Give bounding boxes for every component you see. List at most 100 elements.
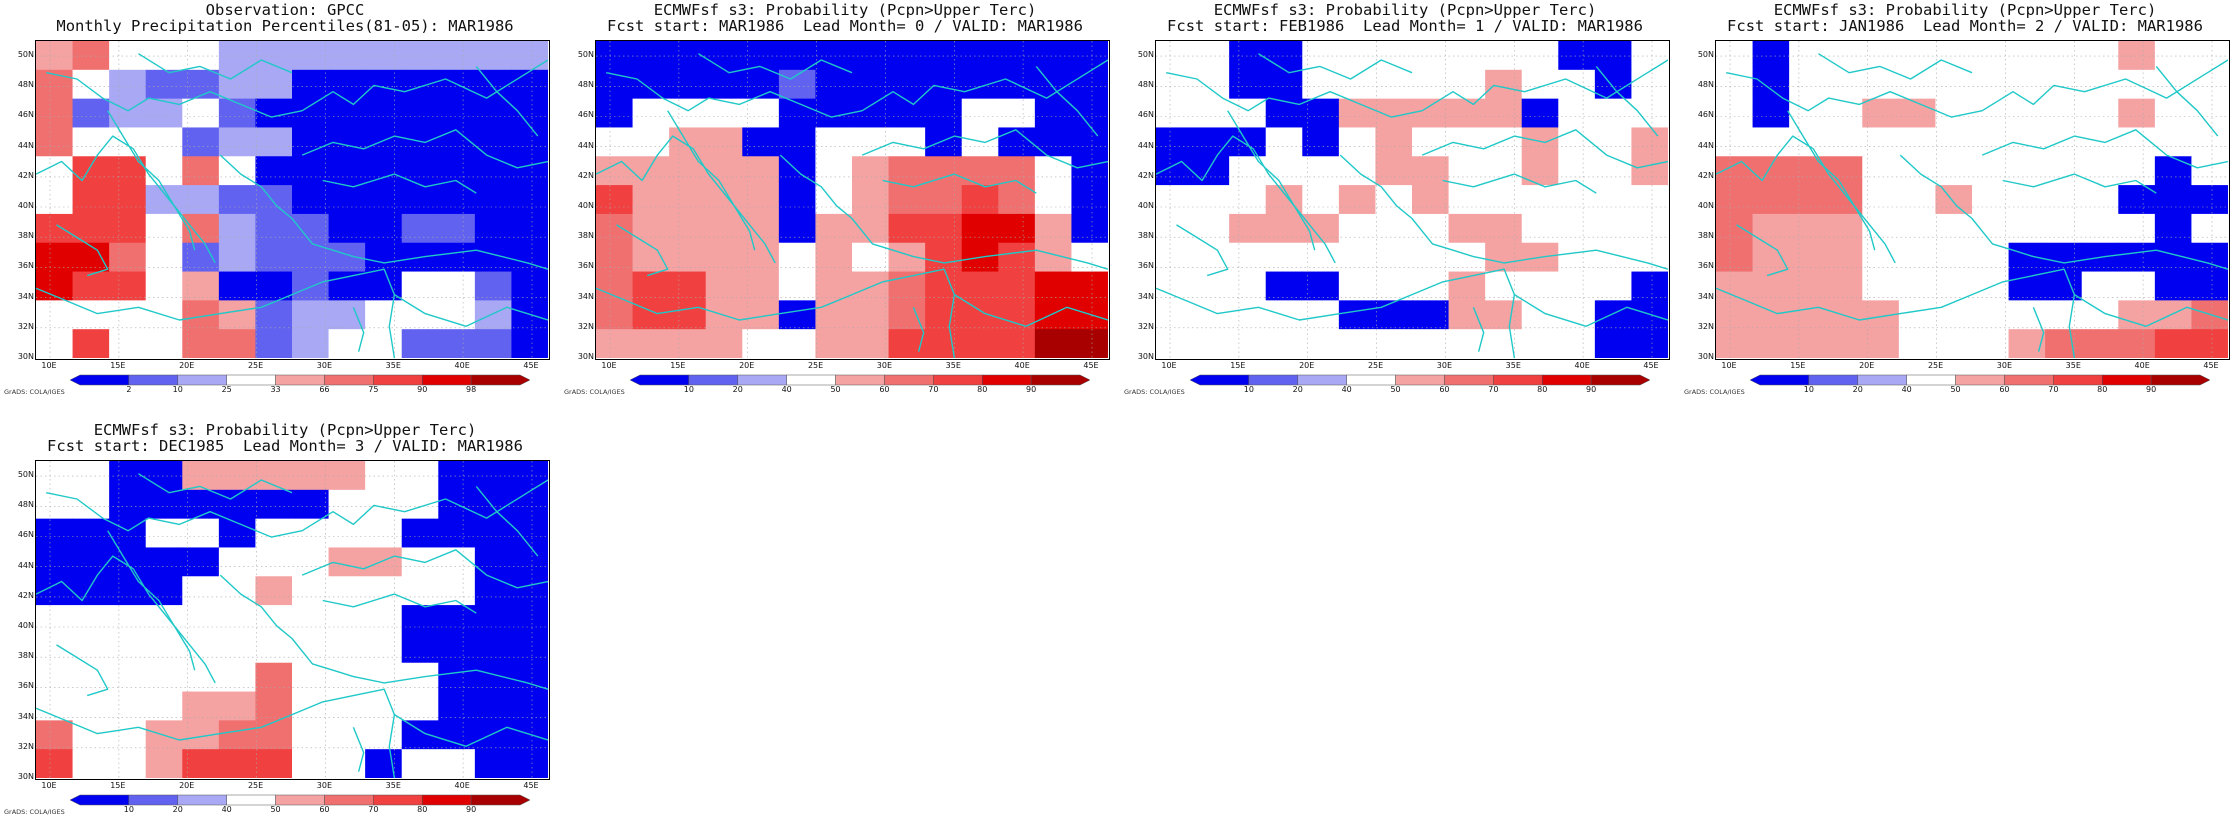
colorbar [70, 374, 530, 386]
grid-cell [1229, 329, 1267, 358]
grid-cell [511, 576, 548, 606]
lon-tick-label: 30E [1996, 361, 2013, 370]
grid-cell [1558, 213, 1596, 244]
coastline [2002, 173, 2157, 194]
grid-cell [292, 98, 330, 128]
grid-cell [2154, 271, 2192, 301]
grid-cell [2118, 127, 2156, 157]
grid-cell [1594, 127, 1632, 157]
grid-cell [1192, 271, 1230, 301]
grid-cell [815, 127, 853, 157]
grid-cell [1229, 300, 1267, 330]
colorbar-label: 90 [1586, 385, 1597, 394]
colorbar-segment [1590, 374, 1650, 386]
lat-tick-label: 48N [17, 80, 34, 90]
grid-cell [925, 41, 963, 71]
grid-cell [2191, 98, 2228, 128]
grads-credit: GrADS: COLA/IGES [1684, 388, 1745, 396]
grid-cell [182, 749, 220, 778]
grid-cell [669, 300, 707, 330]
grid-cell [669, 127, 707, 157]
lon-tick-label: 35E [385, 781, 401, 790]
grid-cell [2118, 98, 2156, 128]
lon-tick-label: 40E [454, 361, 470, 370]
grid-cell [998, 41, 1036, 71]
coastline [1442, 173, 1597, 194]
grid-cell [1825, 41, 1863, 71]
grid-cell [1594, 156, 1632, 186]
colorbar-segment [226, 374, 276, 386]
grid-cell [852, 300, 890, 330]
lat-tick-label: 46N [577, 110, 594, 120]
grid-cell [596, 41, 634, 71]
colorbar-label: 50 [270, 805, 281, 814]
colorbar-segment [1750, 374, 1810, 386]
lat-tick-label: 40N [17, 621, 34, 631]
grid-cell [511, 547, 548, 577]
grid-cell [1898, 41, 1936, 71]
grid-cell [1789, 69, 1827, 100]
grid-cell [474, 633, 512, 664]
lon-tick-label: 20E [1299, 361, 1315, 370]
grid-cell [1375, 300, 1413, 330]
grid-cell [292, 605, 330, 635]
grid-cell [1862, 185, 1900, 215]
grid-cell [1375, 329, 1413, 358]
grid-cell [2008, 271, 2046, 301]
grid-cell [145, 662, 183, 693]
colorbar-segment [1346, 374, 1396, 386]
grid-cell [474, 41, 512, 71]
grid-cell [632, 69, 670, 100]
map-panel: Observation: GPCC Monthly Precipitation P… [4, 0, 550, 420]
grid-cell [998, 213, 1036, 244]
grid-cell [36, 749, 74, 778]
grid-cell [2154, 185, 2192, 215]
grid-cell [1229, 127, 1267, 157]
grid-cell [1229, 271, 1267, 301]
grid-cell [1071, 98, 1108, 128]
grid-cell [218, 41, 256, 71]
colorbar-label: 70 [368, 805, 379, 814]
grid-cell [1935, 185, 1973, 215]
grid-cell [2081, 271, 2119, 301]
lon-tick-label: 45E [523, 361, 539, 370]
grid-cell [596, 98, 634, 128]
grid-cell [218, 242, 256, 273]
grid-cell [1862, 242, 1900, 273]
grid-cell [474, 185, 512, 215]
lon-tick-label: 30E [316, 781, 333, 790]
panel-subtitle: Fcst start: DEC1985 Lead Month= 3 / VALI… [47, 437, 523, 455]
grid-cell [742, 271, 780, 301]
colorbar-label: 20 [172, 805, 183, 814]
grid-cell [365, 461, 403, 491]
lat-tick-label: 30N [577, 352, 594, 361]
colorbar-segment [884, 374, 934, 386]
panel-subtitle: Fcst start: JAN1986 Lead Month= 2 / VALI… [1727, 17, 2203, 35]
grid-cell [292, 720, 330, 750]
grid-cell [511, 633, 548, 664]
lat-tick-label: 32N [577, 321, 594, 331]
grid-cell [925, 127, 963, 157]
grid-cell [1192, 300, 1230, 330]
grid-cell [1265, 213, 1303, 244]
grid-cell [1752, 156, 1790, 186]
grid-cell [1192, 41, 1230, 71]
grid-cell [2191, 271, 2228, 301]
grid-cell [1485, 329, 1523, 358]
grid-cell [778, 127, 816, 157]
grid-cell [925, 213, 963, 244]
grid-cell [401, 576, 439, 606]
grid-cell [705, 127, 743, 157]
grid-cell [1192, 329, 1230, 358]
grid-cell [1375, 127, 1413, 157]
colorbar-segment [70, 794, 130, 806]
colorbar-segment [933, 374, 983, 386]
grid-cell [1034, 300, 1072, 330]
grid-cell [1034, 98, 1072, 128]
grid-cell [474, 127, 512, 157]
lon-tick-label: 35E [1505, 361, 1521, 370]
grid-cell [328, 518, 366, 548]
coastline [861, 129, 1108, 169]
grid-cell [109, 69, 147, 100]
colorbar-segment [1248, 374, 1299, 386]
